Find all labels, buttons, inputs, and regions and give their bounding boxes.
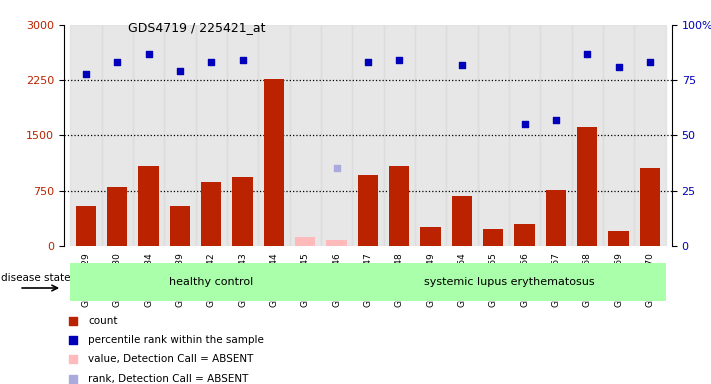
Point: [205, 60, 217, 66]
Bar: [264, 79, 284, 246]
Text: rank, Detection Call = ABSENT: rank, Detection Call = ABSENT: [88, 374, 249, 384]
Bar: [352, 263, 665, 301]
Point: [331, 166, 342, 172]
Bar: [289, 25, 321, 246]
Bar: [546, 190, 566, 246]
Text: GDS4719 / 225421_at: GDS4719 / 225421_at: [128, 21, 265, 34]
Point: [174, 68, 186, 74]
Text: healthy control: healthy control: [169, 277, 253, 287]
Bar: [640, 168, 660, 246]
Point: [68, 337, 79, 343]
Bar: [139, 166, 159, 246]
Point: [80, 71, 92, 77]
Bar: [102, 25, 133, 246]
Bar: [196, 25, 227, 246]
Bar: [258, 25, 289, 246]
Bar: [164, 25, 196, 246]
Point: [68, 356, 79, 362]
Point: [519, 121, 530, 127]
Point: [112, 60, 123, 66]
Bar: [133, 25, 164, 246]
Bar: [107, 187, 127, 246]
Point: [237, 57, 248, 63]
Point: [550, 117, 562, 123]
Bar: [384, 25, 415, 246]
Bar: [483, 229, 503, 246]
Bar: [326, 240, 347, 246]
Point: [363, 60, 374, 66]
Point: [143, 51, 154, 57]
Bar: [295, 237, 316, 246]
Point: [68, 318, 79, 324]
Bar: [389, 166, 410, 246]
Point: [394, 57, 405, 63]
Bar: [577, 127, 597, 246]
Bar: [572, 25, 603, 246]
Bar: [420, 227, 441, 246]
Text: percentile rank within the sample: percentile rank within the sample: [88, 335, 264, 345]
Bar: [451, 196, 472, 246]
Bar: [170, 206, 190, 246]
Point: [582, 51, 593, 57]
Bar: [634, 25, 665, 246]
Point: [456, 62, 468, 68]
Bar: [227, 25, 258, 246]
Text: systemic lupus erythematosus: systemic lupus erythematosus: [424, 277, 594, 287]
Bar: [321, 25, 352, 246]
Point: [68, 376, 79, 382]
Bar: [232, 177, 253, 246]
Bar: [609, 232, 629, 246]
Bar: [509, 25, 540, 246]
Bar: [70, 25, 102, 246]
Bar: [415, 25, 447, 246]
Bar: [352, 25, 384, 246]
Bar: [603, 25, 634, 246]
Bar: [358, 175, 378, 246]
Point: [644, 60, 656, 66]
Text: disease state: disease state: [1, 273, 71, 283]
Bar: [540, 25, 572, 246]
Text: count: count: [88, 316, 118, 326]
Bar: [478, 25, 509, 246]
Bar: [70, 263, 352, 301]
Bar: [76, 206, 96, 246]
Text: value, Detection Call = ABSENT: value, Detection Call = ABSENT: [88, 354, 254, 364]
Bar: [515, 224, 535, 246]
Bar: [201, 182, 221, 246]
Bar: [447, 25, 478, 246]
Point: [613, 64, 624, 70]
